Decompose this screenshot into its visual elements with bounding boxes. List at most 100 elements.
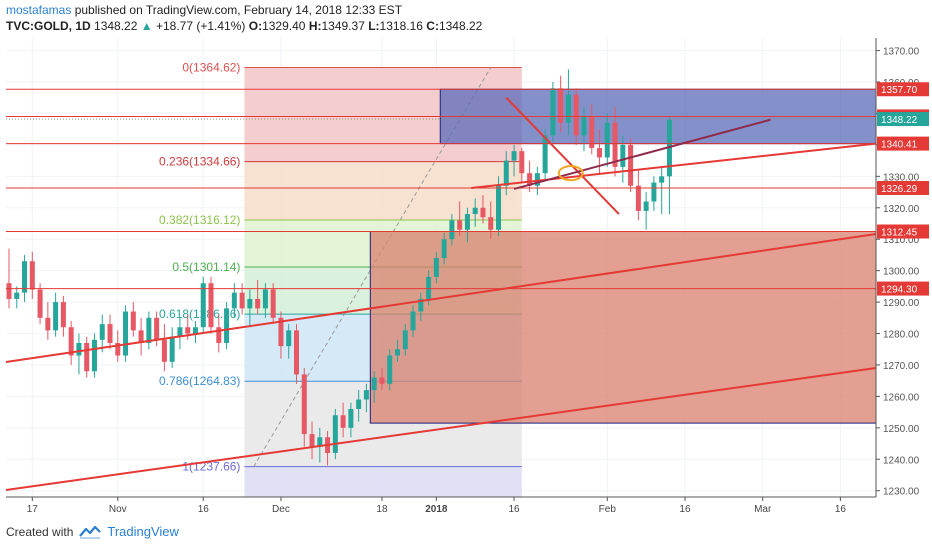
price-axis[interactable]: 1230.00 1240.00 1250.00 1260.00 1270.00 1280.… [875, 38, 932, 498]
candle-body [550, 88, 556, 136]
close-label: C: [426, 19, 439, 33]
candle [659, 166, 665, 215]
candle-body [146, 317, 152, 343]
candle-body [519, 151, 525, 174]
candle [37, 283, 43, 325]
candle [286, 324, 292, 359]
price-tick-label: 1280.00 [883, 330, 920, 341]
candle-body [138, 330, 144, 343]
candle [565, 69, 571, 136]
candle-body [612, 122, 618, 167]
candle [558, 75, 564, 133]
candle-body [185, 327, 191, 334]
price-tick-label: 1300.00 [883, 267, 920, 278]
candle [309, 421, 315, 460]
candle [216, 314, 222, 353]
candle-body [534, 173, 540, 186]
candle [45, 302, 51, 340]
candle-body [200, 283, 206, 328]
candle-body [255, 298, 261, 309]
candle-body [581, 116, 587, 136]
candle [278, 311, 284, 359]
candle-body [130, 311, 136, 331]
price-label-text: 1326.29 [881, 184, 918, 195]
candle-body [527, 173, 533, 186]
candle [14, 286, 20, 309]
low-value: 1318.16 [379, 19, 423, 33]
fib-zone [244, 466, 522, 497]
price-label-box [877, 224, 929, 239]
price-tick-label: 1240.00 [883, 455, 920, 466]
candle [457, 201, 463, 237]
candle [22, 254, 28, 303]
price-label-tag: 1357.70 [877, 82, 929, 97]
high-value: 1349.37 [321, 19, 365, 33]
candle-body [410, 311, 416, 331]
candle [441, 232, 447, 265]
candle-body [239, 292, 245, 309]
candle-body [224, 308, 230, 343]
fib-level-label: 0.618(1286.16) [159, 307, 240, 321]
candle-body [651, 182, 657, 202]
candle-body [371, 377, 377, 391]
candle-body [29, 261, 35, 290]
candle-body [643, 201, 649, 211]
candle [99, 314, 105, 353]
candle-body [503, 160, 509, 186]
candle-body [309, 434, 315, 447]
published-info: published on TradingView.com, February 1… [74, 3, 403, 17]
candle [91, 333, 97, 378]
price-tick-label: 1310.00 [883, 235, 920, 246]
drawings-layer: 0(1364.62) 0.236(1334.66) 0.382(1316.12) 0.… [159, 60, 877, 497]
candle-body [511, 151, 517, 161]
time-axis[interactable]: 17 Nov 16 Dec 18 2018 16 Feb 16 Mar 16 [6, 496, 876, 515]
candle [29, 251, 35, 299]
tradingview-brand[interactable]: TradingView [107, 524, 179, 539]
candle [123, 305, 129, 362]
candle-body [76, 342, 82, 356]
candle-body [22, 261, 28, 293]
candle [301, 368, 307, 447]
candle-body [597, 148, 603, 158]
price-label-text: 1312.45 [881, 228, 918, 239]
candle-body [216, 327, 222, 343]
candle-body [192, 327, 198, 334]
candle-body [441, 239, 447, 259]
candle [270, 283, 276, 325]
candle-body [14, 292, 20, 299]
candle-body [433, 258, 439, 277]
time-tick-label: Mar [754, 504, 772, 515]
price-label-text: 1340.41 [881, 140, 918, 151]
candle-body [666, 119, 672, 177]
price-tick-label: 1250.00 [883, 424, 920, 435]
candle [628, 138, 634, 193]
candle [6, 248, 12, 309]
price-tick-label: 1260.00 [883, 392, 920, 403]
candle [589, 104, 595, 155]
candle [363, 383, 369, 413]
price-tick-label: 1230.00 [883, 487, 920, 498]
candle-body [659, 176, 665, 183]
candle-body [565, 94, 571, 123]
time-tick-label: 16 [508, 504, 520, 515]
candle [224, 302, 230, 350]
candle-body [426, 276, 432, 299]
candle [146, 311, 152, 350]
price-label-box [877, 136, 929, 151]
candle [107, 314, 113, 350]
price-tick-label: 1290.00 [883, 298, 920, 309]
change-up-icon: ▲ [140, 19, 153, 33]
candle [200, 276, 206, 334]
candle [496, 176, 502, 237]
candle-body [620, 144, 626, 167]
candle [255, 280, 261, 315]
candle [651, 176, 657, 211]
author-name[interactable]: mostafamas [6, 3, 72, 17]
candle-body [363, 390, 369, 400]
candle [60, 295, 66, 337]
candle [340, 402, 346, 438]
target-zone-box [369, 231, 877, 424]
candle-body [480, 207, 486, 218]
candle-body [604, 122, 610, 158]
